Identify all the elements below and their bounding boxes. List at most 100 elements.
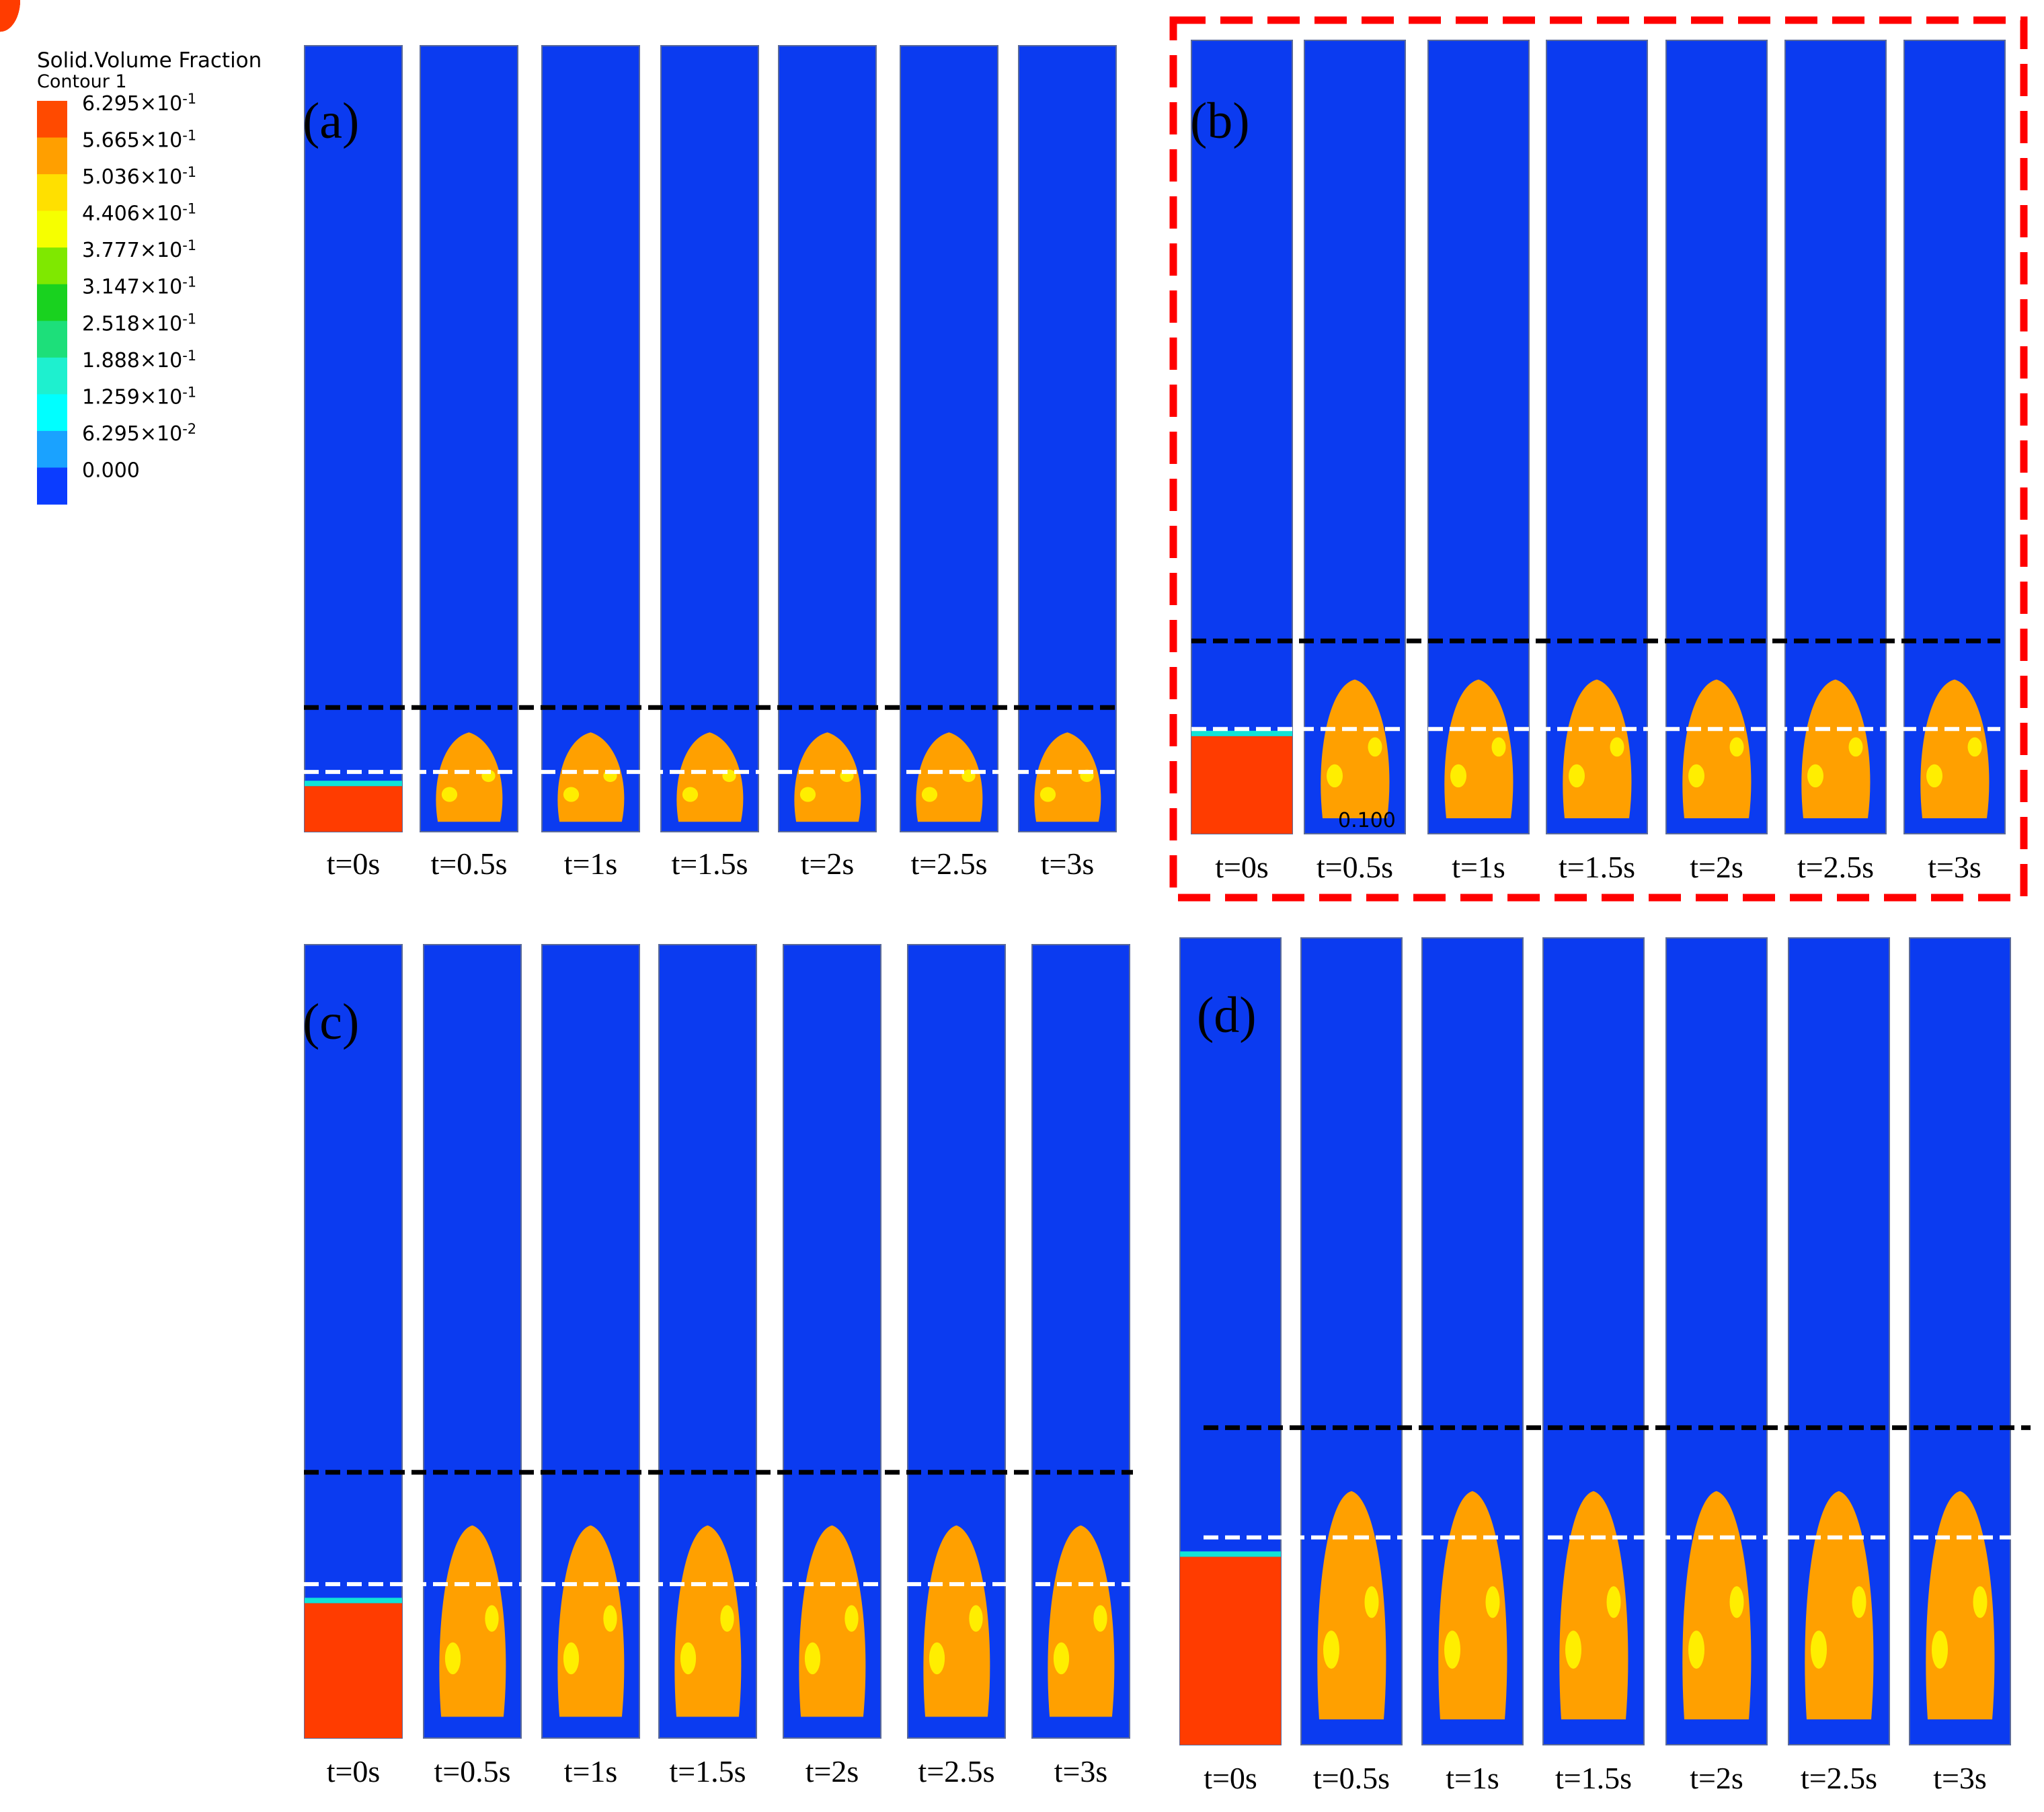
legend-mantissa: 6.295 — [82, 92, 140, 116]
column — [0, 0, 1768, 1745]
legend-label: 3.777×10-1 — [82, 237, 196, 262]
legend-label: 0.000 — [82, 459, 140, 482]
column-body — [304, 45, 403, 832]
panel-label: (b) — [1190, 93, 1250, 149]
column — [0, 0, 1006, 1739]
legend-swatch — [37, 101, 67, 139]
bed-patch — [1327, 764, 1343, 788]
legend-times-ten: ×10 — [140, 312, 182, 336]
column — [1191, 40, 1293, 834]
column — [0, 0, 998, 832]
column — [0, 0, 518, 832]
legend-mantissa: 3.777 — [82, 239, 140, 262]
panel-label: (c) — [303, 994, 359, 1050]
legend-label: 6.295×10-2 — [82, 421, 196, 446]
bed-patch — [1485, 1586, 1500, 1618]
column-body — [900, 45, 998, 832]
legend-swatch — [37, 210, 67, 248]
legend-swatch — [37, 430, 67, 468]
time-label: t=2.5s — [1797, 850, 1874, 884]
time-label: t=0s — [327, 846, 381, 881]
legend-exponent: -1 — [182, 274, 196, 290]
legend-label: 2.518×10-1 — [82, 311, 196, 336]
column-body — [541, 45, 640, 832]
column — [0, 0, 877, 832]
bed-patch — [1932, 1630, 1948, 1669]
bed-patch — [921, 787, 938, 802]
time-label: t=0.5s — [1313, 1761, 1390, 1795]
bed-patch — [969, 1605, 983, 1632]
column — [0, 0, 2006, 834]
time-label: t=2s — [805, 1754, 859, 1788]
column-body — [1018, 45, 1117, 832]
initial-bed — [1191, 736, 1292, 834]
time-label: t=2s — [1690, 1761, 1743, 1795]
time-label: t=1.5s — [671, 846, 748, 881]
column-body — [778, 45, 877, 832]
bed-patch — [1491, 737, 1506, 757]
legend-swatch — [37, 321, 67, 358]
column — [304, 944, 403, 1739]
column — [0, 0, 1887, 834]
legend-mantissa: 0.000 — [82, 459, 140, 482]
time-label: t=0s — [1204, 1761, 1257, 1795]
bed-patch — [1807, 764, 1823, 788]
column — [0, 0, 1530, 834]
bed-patch — [682, 787, 699, 802]
bed-patch — [1450, 764, 1466, 788]
initial-bed-edge — [1191, 730, 1292, 736]
initial-bed — [305, 786, 402, 832]
legend-label: 4.406×10-1 — [82, 201, 196, 226]
bed-patch — [1569, 764, 1585, 788]
bed-patch — [1444, 1630, 1460, 1669]
bed-patch — [1848, 737, 1863, 757]
legend-times-ten: ×10 — [140, 422, 182, 446]
legend-swatch — [37, 467, 67, 505]
initial-bed-edge — [305, 781, 402, 787]
time-label: t=1s — [1446, 1761, 1499, 1795]
time-label: t=3s — [1054, 1754, 1108, 1788]
bed-patch — [563, 1642, 580, 1675]
bed-patch — [799, 787, 816, 802]
initial-bed-edge — [1180, 1551, 1281, 1557]
legend-swatch — [37, 357, 67, 395]
bed-patch — [444, 1642, 461, 1675]
panel-label: (a) — [303, 93, 359, 149]
panel-b: t=0s t=0.5s t=1s t=1.5s t=2s t=2.5s t=3s 0.100 (… — [0, 0, 2028, 902]
legend-label: 6.295×10-1 — [82, 91, 196, 116]
column — [0, 0, 522, 1739]
time-label: t=0.5s — [434, 1754, 510, 1788]
bed-patch — [1039, 787, 1056, 802]
panel-c: t=0s t=0.5s t=1s t=1.5s t=2s t=2.5s t=3s (c) — [0, 0, 1133, 1788]
legend-swatch — [37, 174, 67, 212]
column — [0, 0, 757, 1739]
time-label: t=2s — [801, 846, 855, 881]
panel-label: (d) — [1197, 987, 1257, 1043]
time-label: t=3s — [1041, 846, 1095, 881]
time-label: t=2.5s — [1801, 1761, 1877, 1795]
legend-swatch — [37, 137, 67, 175]
initial-bed — [1180, 1557, 1281, 1745]
legend-times-ten: ×10 — [140, 239, 182, 262]
time-label: t=2.5s — [918, 1754, 994, 1788]
time-label: t=0s — [327, 1754, 381, 1788]
legend-times-ten: ×10 — [140, 349, 182, 372]
legend-times-ten: ×10 — [140, 165, 182, 189]
bed-patch — [929, 1642, 945, 1675]
legend-label: 1.888×10-1 — [82, 348, 196, 372]
legend-times-ten: ×10 — [140, 129, 182, 153]
time-label: t=3s — [1928, 850, 1981, 884]
column — [0, 0, 759, 832]
initial-bed — [305, 1603, 402, 1738]
initial-bed-edge — [305, 1598, 402, 1604]
legend-swatch — [37, 394, 67, 432]
bed-patch — [804, 1642, 821, 1675]
bed-patch — [563, 787, 580, 802]
bed-patch — [1610, 737, 1624, 757]
bed-patch — [1053, 1642, 1070, 1675]
column — [0, 0, 1648, 834]
legend-times-ten: ×10 — [140, 385, 182, 409]
